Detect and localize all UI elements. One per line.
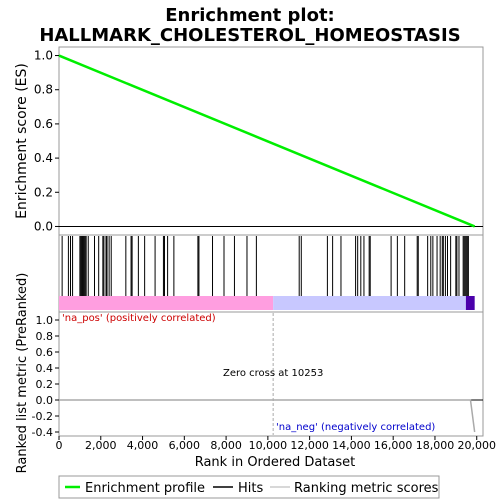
metric-y-tick-label: 0.4 — [36, 362, 54, 375]
metric-y-ticks: 1.0 0.8 0.6 0.4 0.2 0.0 -0.2 -0.4 — [32, 314, 59, 439]
x-tick-label: 10,000 — [249, 439, 288, 452]
metric-y-tick-label: 0.6 — [36, 346, 54, 359]
es-y-tick-label: 0.8 — [34, 83, 53, 97]
ranking-metric-curve — [59, 399, 476, 433]
metric-y-tick-label: 0.8 — [36, 330, 54, 343]
x-tick-label: 18,000 — [416, 439, 455, 452]
positive-label: 'na_pos' (positively correlated) — [62, 313, 216, 324]
es-y-tick-label: 0.6 — [34, 117, 53, 131]
negative-label: 'na_neg' (negatively correlated) — [276, 422, 435, 433]
color-bar-positive — [59, 296, 274, 310]
metric-y-tick-label: 0.0 — [36, 394, 54, 407]
enrichment-profile-line — [58, 54, 476, 228]
color-bar-end — [465, 296, 475, 310]
metric-y-tick-label: 0.2 — [36, 378, 54, 391]
x-tick-label: 20,000 — [457, 439, 496, 452]
zero-cross-label: Zero cross at 10253 — [223, 368, 323, 379]
legend-enrichment-label: Enrichment profile — [85, 481, 205, 496]
es-y-tick-label: 0.0 — [34, 219, 53, 233]
metric-y-tick-label: -0.2 — [32, 410, 53, 423]
title-line-2: HALLMARK_CHOLESTEROL_HOMEOSTASIS — [39, 25, 460, 46]
metric-y-axis-label: Ranked list metric (PreRanked) — [15, 273, 30, 474]
legend-metric-label: Ranking metric scores — [294, 481, 439, 496]
metric-y-tick-label: -0.4 — [32, 426, 53, 439]
hit-marks — [61, 236, 469, 296]
es-y-axis-label: Enrichment score (ES) — [14, 63, 30, 219]
x-tick-label: 16,000 — [374, 439, 413, 452]
x-axis-label: Rank in Ordered Dataset — [195, 455, 356, 470]
x-tick-label: 12,000 — [290, 439, 329, 452]
color-bar-negative — [273, 296, 475, 310]
es-y-tick-label: 0.4 — [34, 151, 53, 165]
x-tick-label: 2,000 — [85, 439, 117, 452]
metric-y-tick-label: 1.0 — [36, 314, 54, 327]
x-tick-label: 6,000 — [169, 439, 201, 452]
es-panel-frame — [58, 46, 484, 236]
metric-panel-frame — [58, 311, 484, 437]
x-tick-label: 0 — [56, 439, 63, 452]
es-y-tick-label: 0.2 — [34, 185, 53, 199]
legend-box — [58, 475, 440, 499]
es-y-ticks: 0.0 0.2 0.4 0.6 0.8 1.0 — [34, 49, 59, 233]
x-tick-label: 8,000 — [210, 439, 242, 452]
title-line-1: Enrichment plot: — [165, 5, 335, 26]
x-tick-label: 4,000 — [127, 439, 159, 452]
x-axis-ticks: 0 2,000 4,000 6,000 8,000 10,000 12,000 14,000 1… — [56, 436, 496, 452]
x-tick-label: 14,000 — [332, 439, 371, 452]
legend-hits-label: Hits — [238, 481, 263, 496]
es-y-tick-label: 1.0 — [34, 49, 53, 63]
